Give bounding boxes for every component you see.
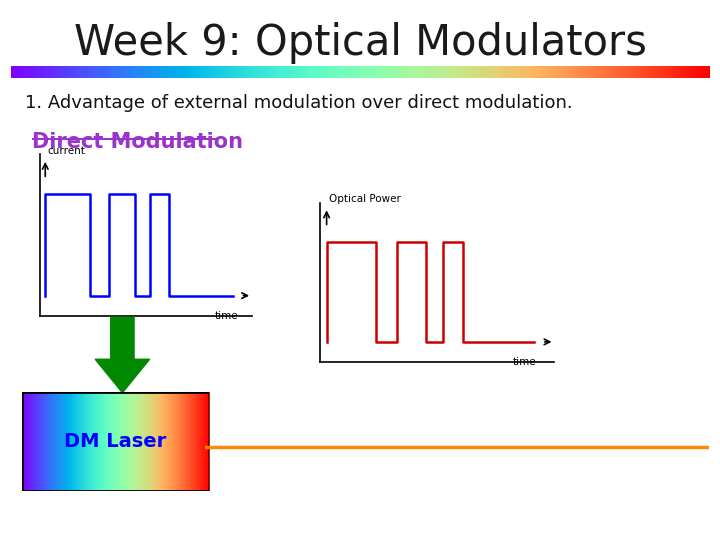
Text: DM Laser: DM Laser bbox=[64, 432, 166, 451]
Text: Direct Modulation: Direct Modulation bbox=[32, 132, 243, 152]
Polygon shape bbox=[95, 318, 150, 393]
Text: current: current bbox=[47, 146, 85, 156]
Text: Week 9: Optical Modulators: Week 9: Optical Modulators bbox=[73, 22, 647, 64]
Text: 1. Advantage of external modulation over direct modulation.: 1. Advantage of external modulation over… bbox=[25, 94, 573, 112]
Text: time: time bbox=[215, 311, 238, 321]
Text: Optical Power: Optical Power bbox=[329, 194, 400, 205]
Text: time: time bbox=[513, 357, 536, 367]
